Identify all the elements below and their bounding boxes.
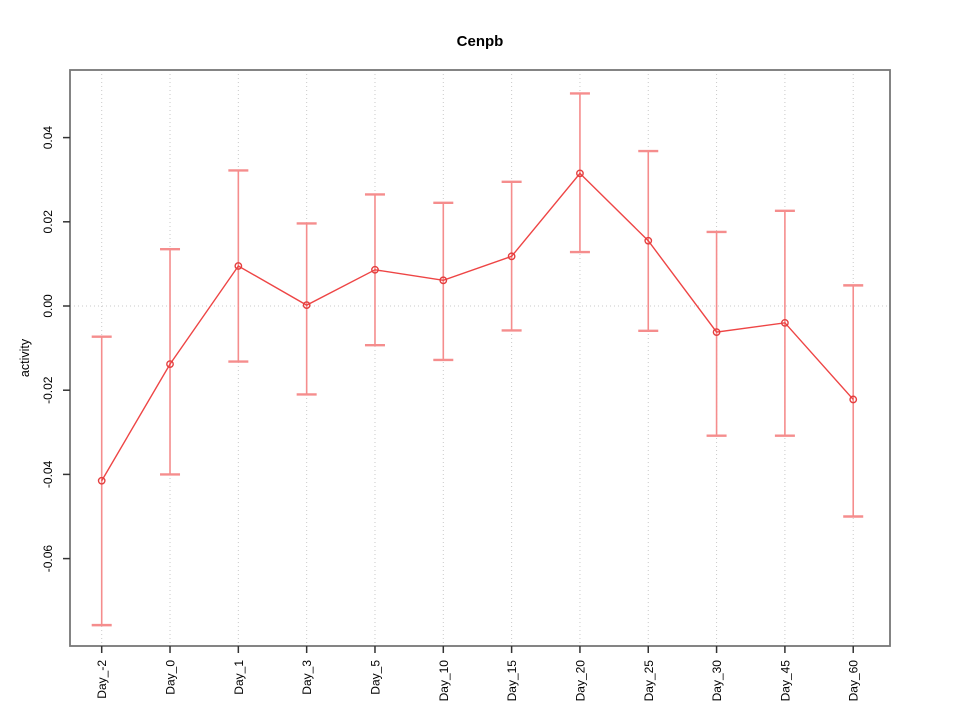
- x-tick-label: Day_0: [164, 660, 178, 695]
- data-point: [371, 265, 379, 274]
- data-point: [849, 395, 858, 404]
- data-point: [234, 262, 243, 270]
- plot-box: [69, 69, 891, 647]
- chart-title: Cenpb: [456, 33, 504, 50]
- x-tick-label: Day_60: [847, 660, 861, 702]
- x-tick-label: Day_45: [778, 660, 792, 702]
- data-point: [644, 236, 653, 245]
- x-tick-label: Day_10: [437, 660, 451, 702]
- data-point: [439, 276, 448, 285]
- y-tick-label: -0.06: [41, 545, 55, 573]
- x-tick-label: Day_-2: [95, 660, 109, 699]
- error-bars: [91, 92, 864, 627]
- x-tick-label: Day_30: [710, 660, 724, 702]
- x-tick-label: Day_1: [232, 660, 246, 695]
- gridlines: [70, 70, 890, 646]
- y-tick-label: 0.04: [41, 126, 55, 150]
- x-tick-label: Day_15: [505, 660, 519, 702]
- y-tick-label: -0.02: [41, 376, 55, 404]
- data-point: [507, 252, 516, 261]
- data-point: [97, 476, 106, 485]
- x-tick-label: Day_20: [573, 660, 587, 702]
- line-path: [101, 172, 854, 482]
- plot-border: [69, 69, 891, 647]
- x-tick-label: Day_25: [642, 660, 656, 702]
- data-point-markers: [97, 169, 858, 485]
- data-point: [781, 318, 789, 327]
- data-point: [302, 301, 311, 310]
- x-tick-label: Day_5: [368, 660, 382, 695]
- data-point: [712, 328, 721, 337]
- x-axis: Day_-2 Day_0 Day_1 Day_3 Day_5 Day_10 Day_15 Da…: [95, 646, 861, 701]
- x-tick-label: Day_3: [300, 660, 314, 695]
- y-tick-label: 0.02: [41, 210, 55, 234]
- y-tick-label: -0.04: [41, 460, 55, 488]
- data-point: [166, 360, 174, 368]
- y-tick-label: 0.00: [41, 294, 55, 318]
- data-point: [576, 169, 584, 178]
- series-line: [101, 172, 854, 482]
- y-axis: 0.04 0.02 0.00 -0.02 -0.04 -0.06: [41, 126, 70, 573]
